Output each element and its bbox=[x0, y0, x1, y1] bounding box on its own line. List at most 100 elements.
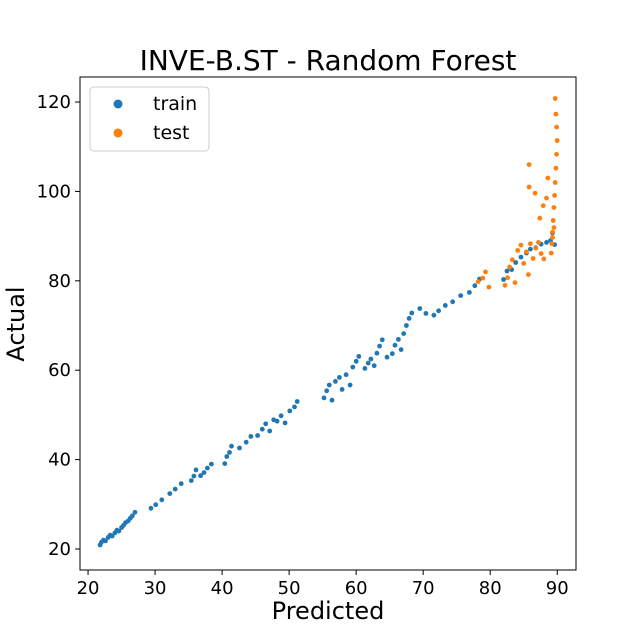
train-point bbox=[237, 445, 242, 451]
test-point bbox=[526, 184, 532, 190]
train-point bbox=[198, 473, 204, 479]
train-point bbox=[337, 375, 342, 380]
test-point bbox=[554, 138, 560, 143]
x-tick-label: 90 bbox=[546, 578, 569, 599]
y-tick-label: 80 bbox=[48, 271, 71, 292]
test-point bbox=[553, 111, 559, 117]
train-point bbox=[248, 434, 254, 439]
test-point bbox=[532, 190, 538, 196]
test-point bbox=[515, 248, 521, 253]
test-point bbox=[537, 215, 543, 221]
train-point bbox=[339, 387, 345, 392]
train-point bbox=[362, 366, 368, 371]
train-point bbox=[389, 351, 395, 357]
x-tick-label: 20 bbox=[77, 578, 100, 599]
test-point bbox=[483, 269, 488, 275]
test-point bbox=[536, 240, 541, 245]
test-point bbox=[480, 275, 486, 281]
test-point bbox=[528, 241, 533, 247]
test-point bbox=[533, 245, 539, 251]
train-point bbox=[377, 343, 382, 349]
series-test bbox=[475, 96, 560, 290]
train-point bbox=[148, 505, 154, 511]
train-point bbox=[103, 538, 108, 544]
test-point bbox=[544, 195, 549, 201]
train-point bbox=[243, 439, 249, 445]
train-point bbox=[282, 420, 288, 426]
train-point bbox=[431, 312, 437, 318]
train-point bbox=[205, 465, 210, 471]
y-tick-label: 20 bbox=[48, 539, 71, 560]
train-point bbox=[167, 491, 173, 496]
test-point bbox=[505, 275, 510, 281]
test-point bbox=[526, 272, 531, 277]
train-point bbox=[267, 428, 273, 434]
train-point bbox=[423, 311, 429, 316]
test-point bbox=[552, 193, 557, 198]
train-point bbox=[278, 413, 284, 419]
train-point bbox=[384, 354, 390, 360]
test-point bbox=[518, 242, 524, 248]
train-point bbox=[396, 337, 401, 342]
y-tick-label: 100 bbox=[37, 181, 71, 202]
train-point bbox=[159, 497, 165, 503]
train-point bbox=[401, 331, 407, 336]
test-point bbox=[538, 251, 544, 256]
train-point bbox=[501, 277, 506, 282]
test-point bbox=[530, 256, 536, 261]
y-axis: 20 40 60 80 100 120 bbox=[37, 92, 80, 560]
train-point bbox=[528, 246, 533, 252]
train-point bbox=[353, 358, 359, 364]
train-point bbox=[129, 513, 135, 519]
train-point bbox=[201, 470, 207, 475]
test-point bbox=[551, 205, 557, 210]
train-point bbox=[343, 372, 349, 378]
train-point bbox=[229, 443, 234, 449]
train-point bbox=[333, 379, 338, 384]
test-point bbox=[550, 229, 555, 235]
train-point bbox=[255, 433, 260, 438]
test-point bbox=[552, 180, 558, 185]
test-point bbox=[545, 175, 551, 181]
train-point bbox=[224, 454, 230, 459]
train-point bbox=[518, 254, 524, 260]
train-point bbox=[472, 283, 478, 289]
train-point bbox=[324, 388, 330, 394]
train-point bbox=[292, 404, 297, 410]
x-axis-label: Predicted bbox=[272, 597, 385, 625]
test-point bbox=[486, 284, 492, 290]
x-tick-label: 30 bbox=[144, 578, 167, 599]
y-tick-label: 40 bbox=[48, 450, 71, 471]
y-tick-label: 60 bbox=[48, 360, 71, 381]
train-point bbox=[356, 354, 362, 359]
train-point bbox=[222, 461, 228, 466]
train-point bbox=[326, 382, 332, 388]
test-point bbox=[551, 225, 557, 231]
train-point bbox=[172, 486, 178, 492]
test-point bbox=[553, 165, 559, 171]
train-point bbox=[350, 364, 356, 370]
train-point bbox=[374, 350, 380, 356]
train-point bbox=[406, 316, 412, 321]
train-point bbox=[409, 310, 415, 316]
train-point bbox=[188, 478, 194, 483]
train-point bbox=[398, 347, 404, 352]
train-point bbox=[259, 426, 265, 432]
train-point bbox=[392, 342, 398, 348]
test-point bbox=[475, 279, 481, 285]
train-point bbox=[109, 533, 115, 539]
y-tick-label: 120 bbox=[37, 92, 71, 113]
train-point bbox=[209, 461, 214, 467]
train-point bbox=[329, 397, 335, 403]
test-point bbox=[554, 124, 559, 130]
train-point bbox=[458, 293, 464, 298]
train-point bbox=[263, 421, 269, 427]
test-point bbox=[521, 261, 527, 266]
x-tick-label: 60 bbox=[345, 578, 368, 599]
test-point bbox=[549, 241, 555, 247]
train-point bbox=[450, 299, 456, 305]
train-point bbox=[379, 337, 385, 343]
train-point bbox=[371, 363, 377, 369]
test-point bbox=[548, 250, 554, 256]
